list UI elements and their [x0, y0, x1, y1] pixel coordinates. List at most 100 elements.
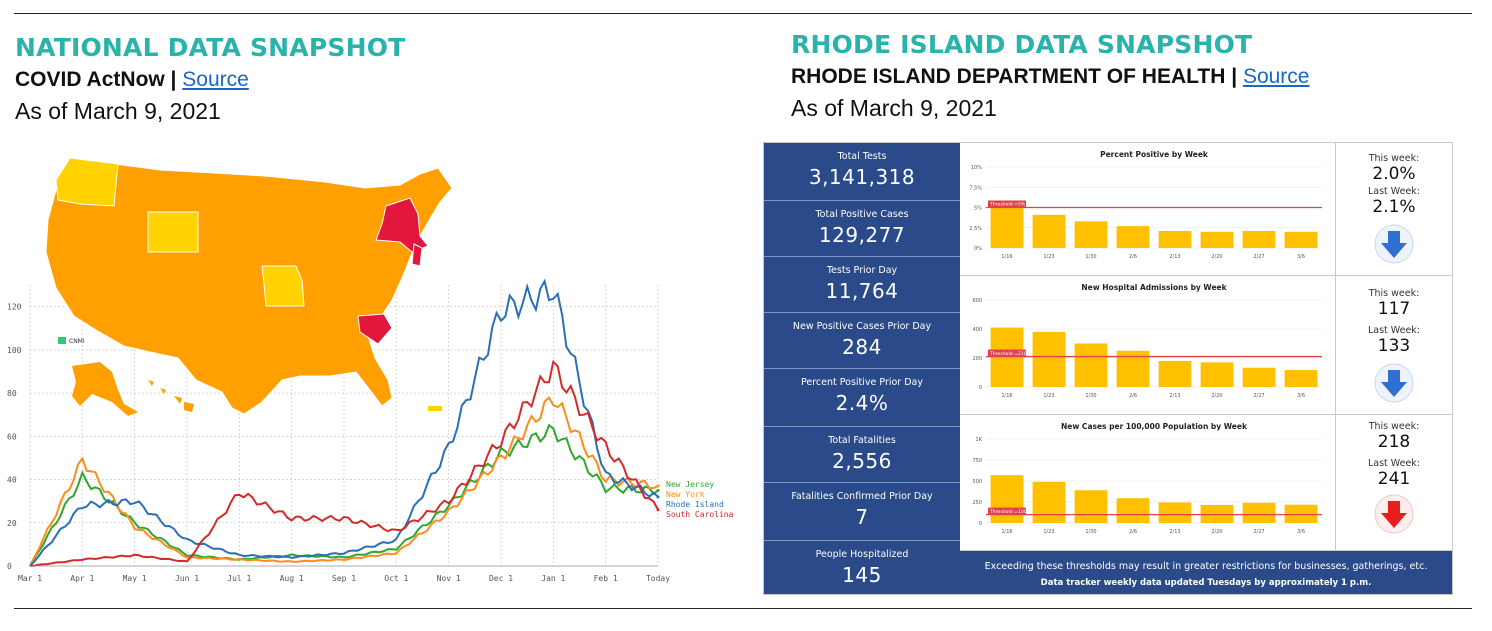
map-alaska [72, 362, 138, 416]
y-tick-label: 20 [7, 519, 17, 528]
last-week-label: Last Week: [1367, 325, 1421, 336]
stat-label: Fatalities Confirmed Prior Day [791, 491, 933, 502]
threshold-label: Threshold =210 [989, 351, 1027, 357]
legend-item: South Carolina [666, 510, 734, 519]
y-tick-label: 1K [976, 437, 983, 443]
legend-item: Rhode Island [666, 500, 724, 509]
y-tick-label: 0% [974, 246, 982, 252]
x-tick-label: Sep 1 [332, 574, 356, 583]
map-legend-label: CNMI [69, 338, 85, 345]
threshold-tag [988, 507, 1026, 515]
last-week-value: 133 [1377, 336, 1411, 356]
stat-total-positive: Total Positive Cases 129,277 [764, 201, 960, 257]
x-tick-label: 2/27 [1253, 393, 1264, 399]
bar [1284, 231, 1318, 248]
legend-item: New Jersey [666, 480, 714, 489]
x-tick-label: 2/20 [1211, 393, 1222, 399]
this-week-value: 2.0% [1372, 164, 1416, 184]
series-end-point [656, 508, 660, 512]
national-date: As of March 9, 2021 [15, 98, 221, 124]
ri-source-org: RHODE ISLAND DEPARTMENT OF HEALTH | [791, 65, 1238, 88]
y-tick-label: 60 [7, 432, 17, 441]
stat-label: People Hospitalized [815, 549, 909, 560]
map-hawaii [148, 380, 194, 412]
threshold-note: Exceeding these thresholds may result in… [960, 551, 1452, 594]
stats-column: Total Tests 3,141,318 Total Positive Cas… [764, 143, 960, 594]
y-tick-label: 400 [972, 327, 982, 333]
bar [990, 475, 1024, 523]
x-tick-label: 1/16 [1001, 254, 1012, 260]
note-line-1: Exceeding these thresholds may result in… [984, 561, 1428, 572]
bar [1242, 502, 1276, 523]
arrow-down-icon [1374, 224, 1414, 264]
series-line-new-jersey [29, 423, 659, 567]
x-tick-label: 2/13 [1169, 393, 1180, 399]
ri-title: RHODE ISLAND DATA SNAPSHOT [791, 30, 1253, 59]
side-hospital-admissions: This week: 117 Last Week: 133 [1336, 276, 1452, 415]
map-south-carolina [357, 313, 393, 345]
x-tick-label: Apr 1 [70, 574, 94, 583]
stat-fatalities-prior-day: Fatalities Confirmed Prior Day 7 [764, 483, 960, 541]
stat-label: Total Positive Cases [815, 209, 909, 220]
percent-positive-chart: Percent Positive by Week 0% 2.5% 5% 7.5% 10% 1… [969, 150, 1322, 260]
national-series [29, 278, 660, 567]
note-line-2: Data tracker weekly data updated Tuesday… [1040, 578, 1372, 588]
y-tick-label: 500 [972, 479, 982, 485]
y-tick-label: 120 [7, 303, 22, 312]
stat-value: 7 [855, 505, 869, 529]
bar [1158, 360, 1192, 387]
bar [1284, 370, 1318, 387]
x-tick-label: 1/23 [1043, 393, 1054, 399]
stat-value: 3,141,318 [808, 165, 916, 189]
x-tick-label: Mar 1 [18, 574, 42, 583]
ri-date: As of March 9, 2021 [791, 95, 997, 121]
national-source-link[interactable]: Source [182, 68, 249, 91]
bar [1116, 226, 1150, 248]
bar [1074, 490, 1108, 523]
stat-value: 129,277 [818, 223, 906, 247]
bar [1074, 221, 1108, 248]
y-tick-label: 7.5% [969, 185, 982, 191]
threshold-tag [988, 200, 1026, 208]
new-cases-chart: New Cases per 100,000 Population by Week… [972, 422, 1322, 535]
panel-hospital-admissions: New Hospital Admissions by Week 0 200 400 60… [960, 276, 1336, 415]
bar [1158, 502, 1192, 523]
x-tick-label: 1/30 [1085, 393, 1096, 399]
stat-value: 11,764 [825, 279, 899, 303]
ri-source-link[interactable]: Source [1242, 65, 1310, 88]
series-end-point [656, 495, 660, 499]
stat-total-fatalities: Total Fatalities 2,556 [764, 427, 960, 483]
this-week-value: 117 [1377, 299, 1411, 319]
last-week-label: Last Week: [1367, 186, 1421, 197]
y-tick-label: 200 [972, 356, 982, 362]
chart-title: New Cases per 100,000 Population by Week [1061, 422, 1248, 431]
bar [1242, 367, 1276, 387]
national-title: NATIONAL DATA SNAPSHOT [15, 33, 406, 62]
bar [1158, 230, 1192, 248]
x-tick-label: Aug 1 [280, 574, 304, 583]
national-axis: 0 20 40 60 80 100 120 Mar 1 Apr 1 May 1 Jun 1 Jul 1… [7, 303, 670, 583]
bar [990, 327, 1024, 387]
y-tick-label: 5% [974, 206, 982, 212]
series-end-point [656, 488, 660, 492]
national-source: COVID ActNow | Source [15, 68, 249, 92]
x-tick-label: Nov 1 [437, 574, 461, 583]
y-tick-label: 0 [979, 385, 982, 391]
this-week-label: This week: [1368, 288, 1420, 299]
y-tick-label: 0 [7, 562, 12, 571]
side-percent-positive: This week: 2.0% Last Week: 2.1% [1336, 143, 1452, 276]
chart-title: Percent Positive by Week [1100, 150, 1209, 159]
us-map: CNMI [45, 157, 453, 416]
last-week-label: Last Week: [1367, 458, 1421, 469]
x-tick-label: 1/16 [1001, 529, 1012, 535]
ri-source: RHODE ISLAND DEPARTMENT OF HEALTH | Sour… [791, 65, 1309, 89]
x-tick-label: 3/6 [1297, 254, 1305, 260]
hospital-admissions-chart: New Hospital Admissions by Week 0 200 400 60… [972, 283, 1322, 399]
x-tick-label: Jan 1 [541, 574, 565, 583]
bottom-rule [14, 608, 1472, 609]
last-week-value: 241 [1377, 469, 1411, 489]
y-tick-label: 100 [7, 346, 22, 355]
map-washington [55, 157, 119, 207]
x-tick-label: 1/30 [1085, 529, 1096, 535]
this-week-label: This week: [1368, 421, 1420, 432]
